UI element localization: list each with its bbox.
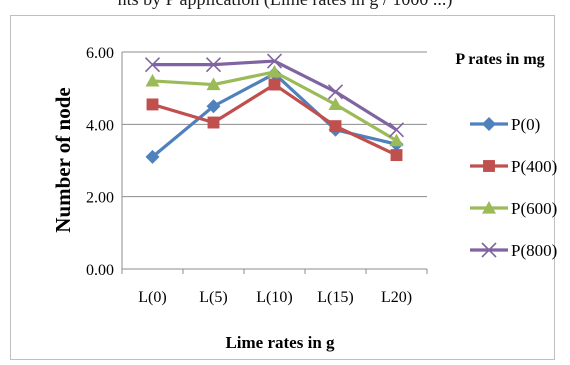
data-point [206, 99, 221, 114]
legend-entry: P(400) [470, 157, 557, 176]
legend-marker [482, 117, 496, 131]
x-axis-title: Lime rates in g [225, 333, 335, 352]
legend-marker [481, 242, 497, 258]
legend-label: P(0) [511, 115, 540, 134]
legend-label: P(400) [511, 157, 557, 176]
x-tick-label: L(5) [199, 289, 227, 306]
legend: P(0) P(400) P(600) P(800) [470, 115, 557, 260]
x-tick-label: L(15) [317, 289, 353, 306]
cropped-caption: nts by P application (Lime rates in g / … [0, 0, 570, 10]
x-tick-label: L20) [381, 289, 412, 306]
data-point [146, 98, 159, 111]
legend-marker [483, 160, 495, 172]
data-point [389, 133, 404, 147]
legend-marker [482, 201, 496, 214]
legend-label: P(800) [511, 241, 557, 260]
series-lines [144, 53, 405, 164]
data-point [328, 97, 343, 111]
data-point [145, 73, 160, 87]
data-point [205, 57, 222, 73]
series-p-600 [145, 64, 404, 147]
y-tick-label: 4.00 [86, 117, 114, 134]
series-p-400 [146, 78, 403, 162]
y-axis-title: Number of node [51, 87, 75, 232]
data-point [268, 78, 281, 91]
legend-entry: P(600) [470, 199, 557, 218]
chart-frame [10, 15, 555, 360]
data-point [207, 116, 220, 129]
data-point [329, 120, 342, 133]
legend-label: P(600) [511, 199, 557, 218]
legend-title: P rates in mg [455, 51, 544, 68]
data-point [390, 149, 403, 162]
legend-entry: P(800) [470, 241, 557, 260]
legend-entry: P(0) [470, 115, 540, 134]
axes: 0.00 2.00 4.00 6.00 L(0) L(5) L(10) L(15) L20) [86, 45, 428, 306]
data-point [388, 122, 405, 138]
y-tick-label: 6.00 [86, 45, 114, 62]
data-point [267, 64, 282, 78]
data-point [144, 57, 161, 73]
y-tick-label: 0.00 [86, 262, 114, 279]
data-point [145, 149, 160, 164]
data-point [206, 77, 221, 91]
x-tick-label: L(0) [138, 289, 166, 306]
data-point [266, 53, 283, 69]
y-tick-label: 2.00 [86, 190, 114, 207]
x-tick-label: L(10) [256, 289, 292, 306]
series-p-800 [144, 53, 405, 138]
data-point [327, 84, 344, 100]
